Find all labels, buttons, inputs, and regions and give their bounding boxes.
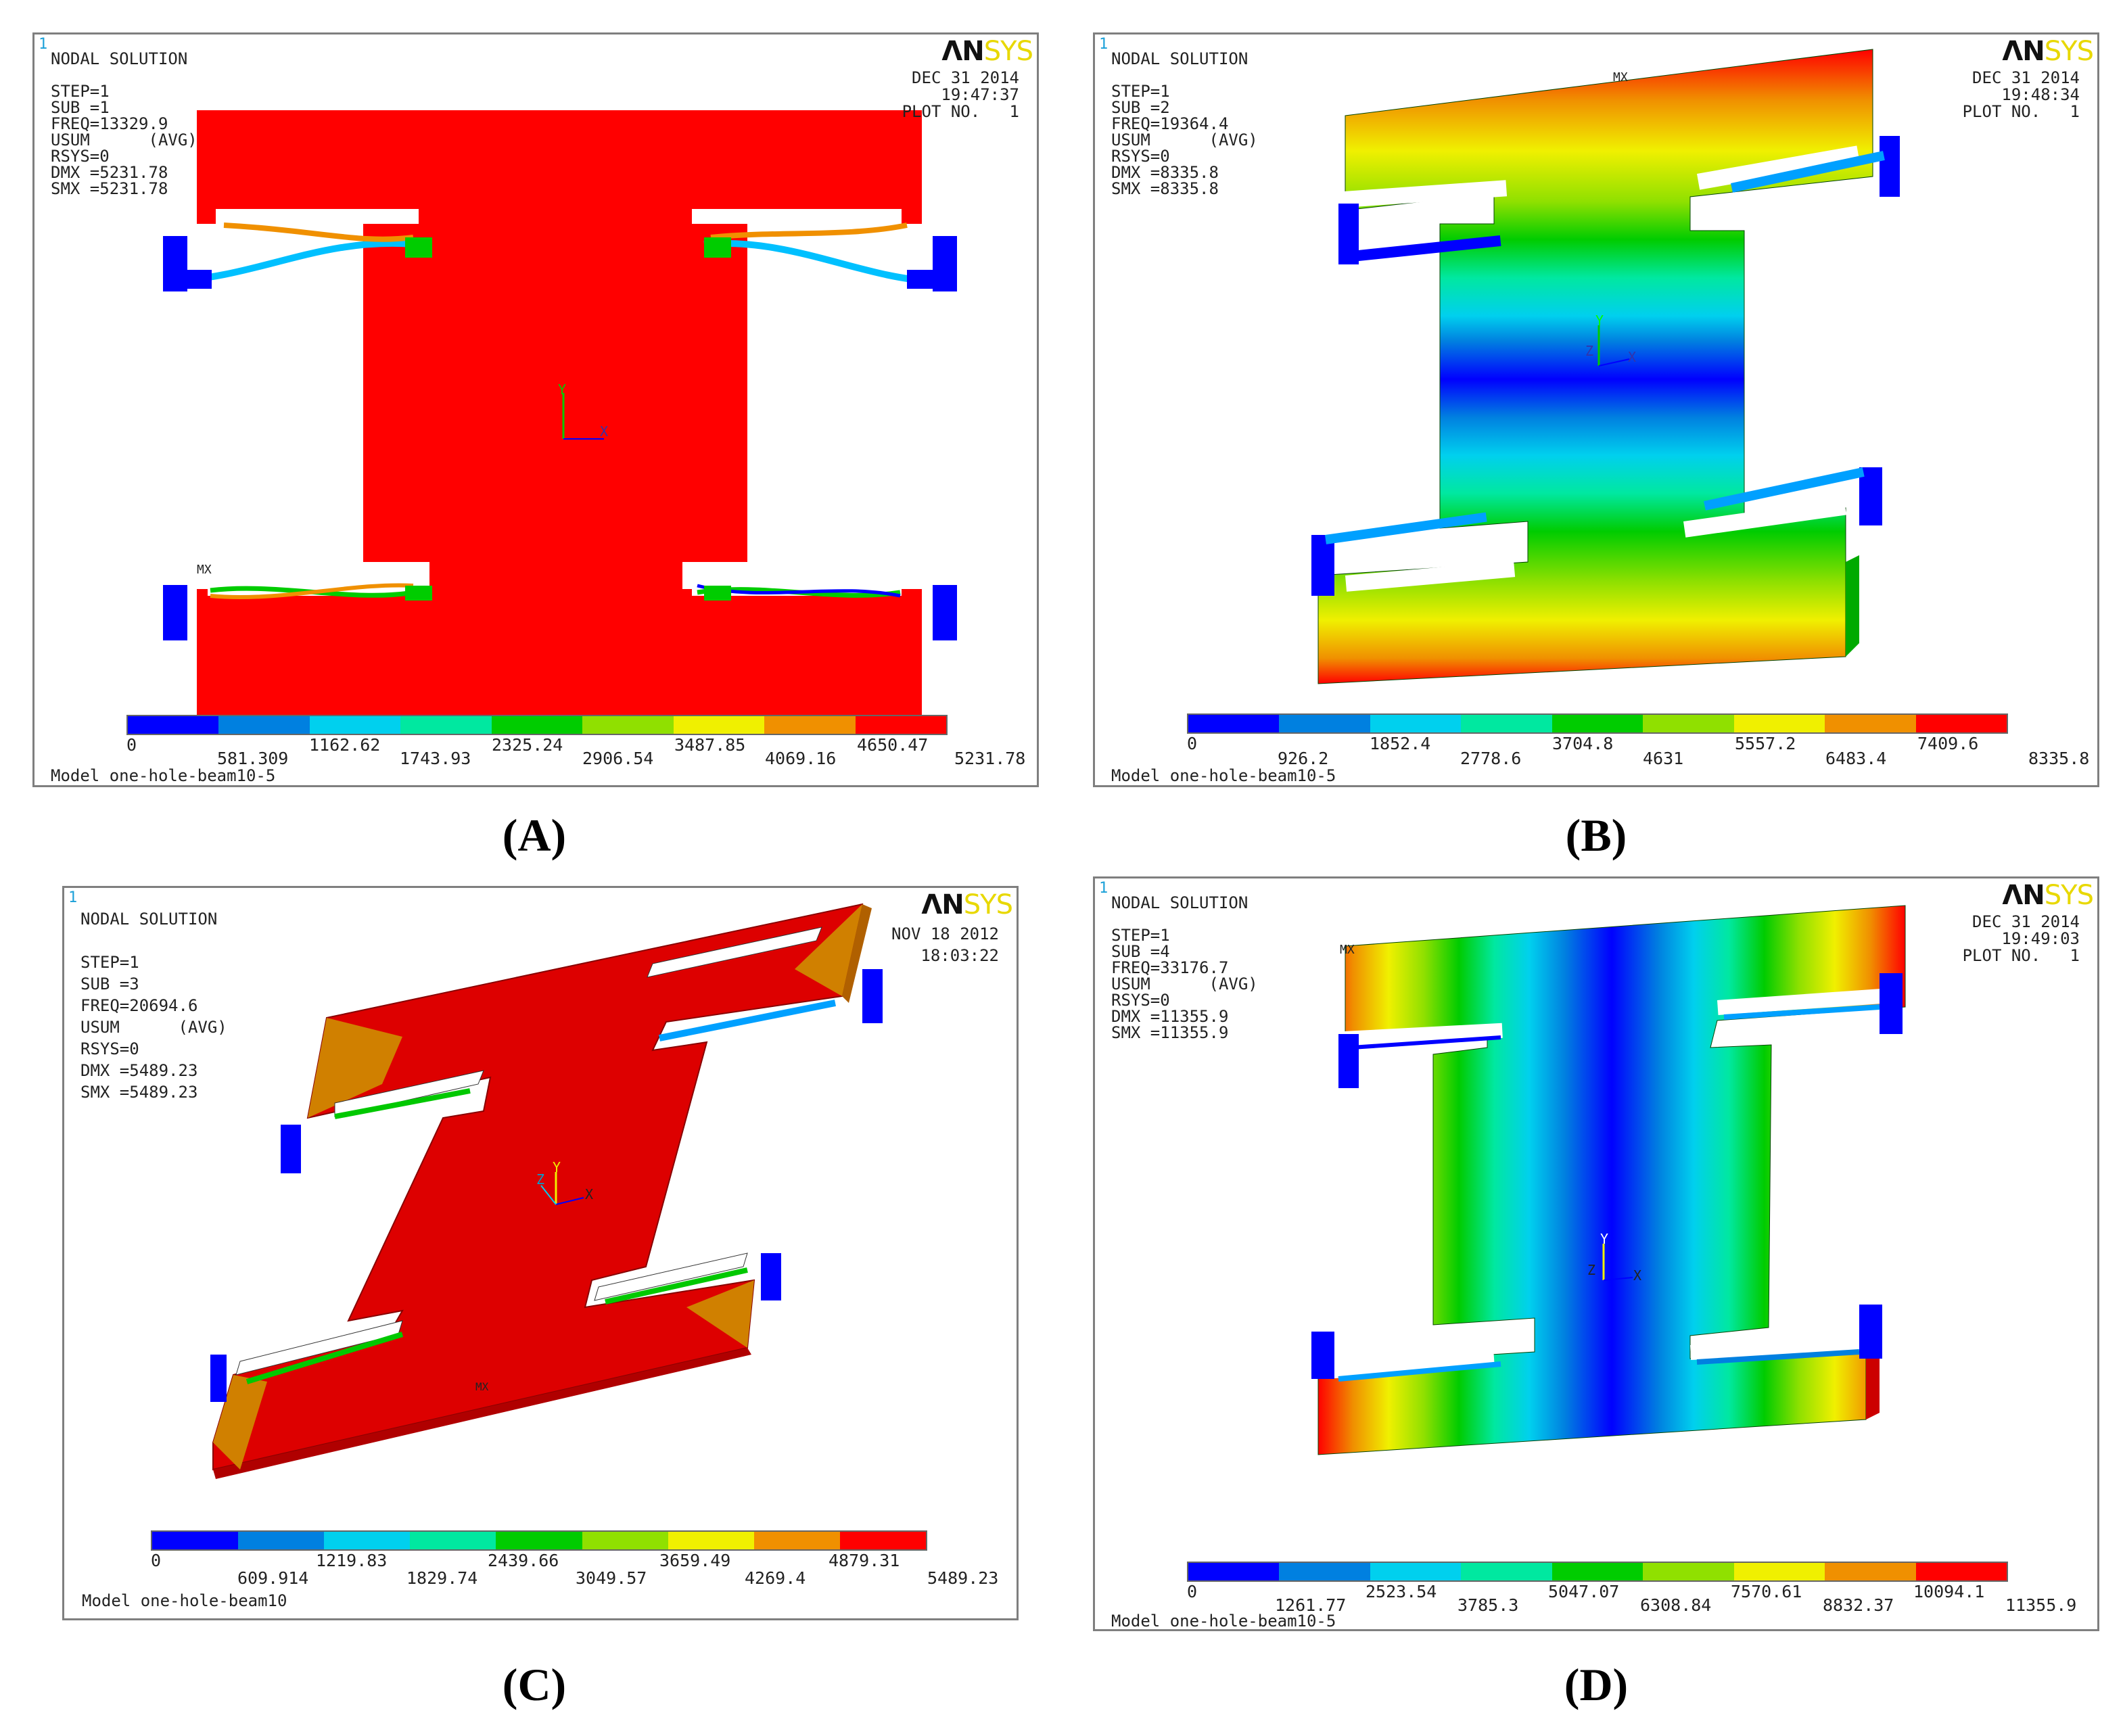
panel-a: Y X 1 ΛNSYS NODAL SOLUTION STEP=1 SUB =1… — [32, 32, 1039, 787]
ansys-logo: ΛNSYS — [2002, 36, 2094, 67]
svg-text:Y: Y — [1600, 1231, 1608, 1247]
legend-top-label: 1219.83 — [316, 1551, 388, 1570]
legend-top-label: 2325.24 — [492, 735, 563, 755]
model-view-b: Y X Z — [1311, 49, 1900, 684]
window-index: 1 — [1099, 880, 1109, 897]
timestamp-block: DEC 31 2014 19:47:37 PLOT NO. 1 — [902, 68, 1019, 121]
legend-top-label: 4650.47 — [857, 735, 929, 755]
legend-top-label: 5557.2 — [1735, 734, 1796, 753]
solution-info: NODAL SOLUTION STEP=1 SUB =2 FREQ=19364.… — [1111, 49, 1258, 198]
legend-top-label: 10094.1 — [1913, 1582, 1985, 1601]
svg-text:Z: Z — [536, 1171, 544, 1188]
ansys-logo: ΛNSYS — [2002, 880, 2094, 911]
max-marker: MX — [475, 1380, 489, 1393]
legend-top-label: 4879.31 — [829, 1551, 900, 1570]
legend-top-label: 3487.85 — [674, 735, 746, 755]
svg-text:Y: Y — [553, 1159, 561, 1175]
color-legend-bar — [1187, 713, 2008, 734]
legend-bottom-label: 4631 — [1643, 749, 1684, 768]
svg-text:X: X — [1628, 349, 1636, 365]
legend-top-label: 1852.4 — [1370, 734, 1431, 753]
model-view-a: Y X — [163, 110, 957, 718]
legend-bottom-label: 581.309 — [217, 749, 289, 768]
legend-bottom-label: 11355.9 — [2005, 1595, 2077, 1615]
legend-bottom-label: 6483.4 — [1825, 749, 1887, 768]
model-name: Model one-hole-beam10-5 — [1111, 1612, 1336, 1631]
legend-top-label: 0 — [126, 735, 137, 755]
svg-text:X: X — [585, 1186, 593, 1202]
solution-info: NODAL SOLUTION STEP=1 SUB =1 FREQ=13329.… — [51, 49, 197, 198]
model-view-d: Y X Z — [1311, 905, 1906, 1455]
color-legend-bar — [1187, 1562, 2008, 1582]
caption-b: (B) — [1565, 810, 1627, 861]
legend-bottom-label: 3785.3 — [1457, 1595, 1519, 1615]
svg-text:Z: Z — [1587, 1262, 1595, 1278]
legend-bottom-label: 8832.37 — [1823, 1595, 1894, 1615]
model-name: Model one-hole-beam10-5 — [1111, 766, 1336, 785]
timestamp-block: DEC 31 2014 19:49:03 PLOT NO. 1 — [1962, 912, 2080, 965]
panel-d: Y X Z 1 ΛNSYS NODAL SOLUTION STEP=1 SUB … — [1093, 876, 2099, 1631]
legend-bottom-label: 1829.74 — [406, 1568, 478, 1588]
caption-d: (D) — [1564, 1659, 1629, 1710]
model-view-c: Y X Z — [210, 903, 883, 1479]
window-index: 1 — [68, 889, 78, 906]
legend-top-label: 5047.07 — [1548, 1582, 1620, 1601]
max-marker: MX — [197, 563, 212, 577]
legend-bottom-label: 2778.6 — [1460, 749, 1522, 768]
timestamp-block: DEC 31 2014 19:48:34 PLOT NO. 1 — [1962, 68, 2080, 121]
legend-bottom-label: 1743.93 — [400, 749, 471, 768]
legend-top-label: 0 — [151, 1551, 162, 1570]
ansys-logo: ΛNSYS — [921, 889, 1013, 920]
legend-bottom-label: 3049.57 — [576, 1568, 647, 1588]
legend-top-label: 2523.54 — [1366, 1582, 1437, 1601]
solution-info: NODAL SOLUTION STEP=1 SUB =4 FREQ=33176.… — [1111, 893, 1258, 1042]
legend-bottom-label: 5489.23 — [927, 1568, 999, 1588]
legend-top-label: 0 — [1187, 1582, 1198, 1601]
solution-info: NODAL SOLUTION STEP=1 SUB =3 FREQ=20694.… — [80, 910, 227, 1102]
svg-text:Y: Y — [558, 381, 566, 398]
legend-top-label: 3704.8 — [1552, 734, 1614, 753]
model-name: Model one-hole-beam10-5 — [51, 766, 276, 785]
caption-a: (A) — [502, 810, 567, 861]
legend-bottom-label: 5231.78 — [954, 749, 1026, 768]
legend-bottom-label: 4069.16 — [765, 749, 837, 768]
svg-text:Z: Z — [1585, 343, 1593, 359]
svg-text:X: X — [1633, 1267, 1641, 1284]
max-marker: MX — [1340, 943, 1355, 957]
legend-top-label: 3659.49 — [659, 1551, 731, 1570]
caption-c: (C) — [502, 1659, 567, 1710]
ansys-logo: ΛNSYS — [941, 36, 1033, 67]
legend-top-label: 7409.6 — [1917, 734, 1979, 753]
legend-top-label: 7570.61 — [1731, 1582, 1802, 1601]
svg-text:X: X — [600, 423, 608, 440]
legend-bottom-label: 2906.54 — [582, 749, 654, 768]
legend-bottom-label: 4269.4 — [745, 1568, 806, 1588]
max-marker: MX — [1613, 70, 1628, 85]
legend-bottom-label: 1261.77 — [1275, 1595, 1347, 1615]
timestamp-block: NOV 18 2012 18:03:22 — [891, 924, 999, 965]
model-name: Model one-hole-beam10 — [82, 1591, 287, 1610]
window-index: 1 — [39, 36, 48, 53]
legend-bottom-label: 609.914 — [237, 1568, 309, 1588]
panel-b: Y X Z 1 ΛNSYS NODAL SOLUTION STEP=1 SUB … — [1093, 32, 2099, 787]
window-index: 1 — [1099, 36, 1109, 53]
legend-bottom-label: 6308.84 — [1640, 1595, 1712, 1615]
legend-top-label: 2439.66 — [488, 1551, 559, 1570]
svg-text:Y: Y — [1595, 312, 1604, 329]
panel-c: Y X Z 1 ΛNSYS NODAL SOLUTION STEP=1 SUB … — [62, 886, 1019, 1620]
legend-bottom-label: 926.2 — [1278, 749, 1329, 768]
color-legend-bar — [126, 715, 948, 735]
legend-bottom-label: 8335.8 — [2028, 749, 2090, 768]
legend-top-label: 1162.62 — [309, 735, 381, 755]
legend-top-label: 0 — [1187, 734, 1198, 753]
color-legend-bar — [151, 1530, 927, 1551]
